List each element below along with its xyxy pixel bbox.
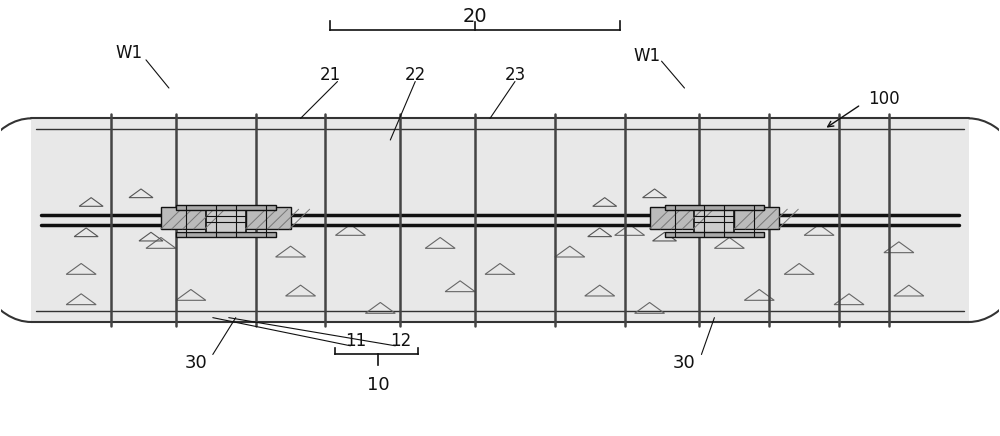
Text: 30: 30 [673, 354, 696, 372]
Text: 30: 30 [184, 354, 207, 372]
Text: 22: 22 [405, 66, 426, 84]
Text: W1: W1 [115, 44, 143, 62]
Text: 23: 23 [504, 66, 526, 84]
Polygon shape [246, 207, 291, 229]
Text: 100: 100 [868, 90, 900, 108]
Text: 12: 12 [390, 333, 411, 351]
Bar [176, 205, 276, 210]
Text: 20: 20 [463, 7, 487, 26]
Bar [665, 205, 764, 210]
Text: 10: 10 [367, 376, 390, 394]
Bar [665, 232, 764, 238]
Text: 11: 11 [345, 333, 366, 351]
Text: 21: 21 [320, 66, 341, 84]
Bar [206, 206, 246, 235]
Bar [31, 118, 969, 322]
Bar [176, 232, 276, 238]
Polygon shape [650, 207, 694, 229]
Text: W1: W1 [633, 47, 660, 65]
Bar [694, 206, 734, 235]
Polygon shape [161, 207, 206, 229]
Polygon shape [734, 207, 779, 229]
